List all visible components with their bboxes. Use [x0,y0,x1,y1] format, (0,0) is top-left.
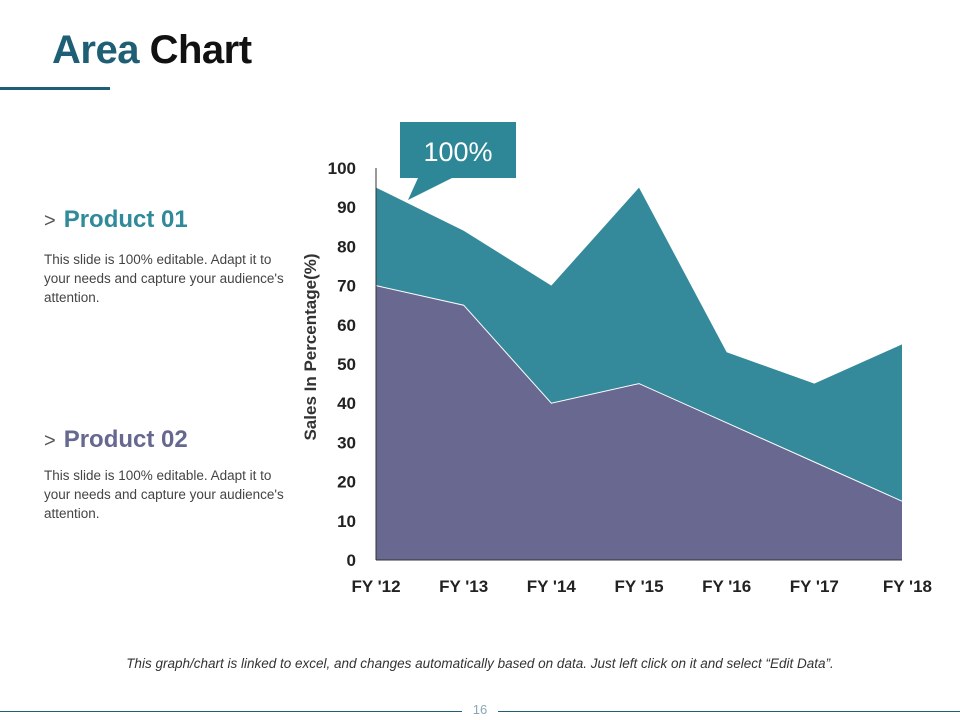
callout-bubble [400,122,516,200]
x-tick-label: FY '17 [790,577,839,596]
series-layer [375,187,903,560]
y-tick-label: 70 [337,277,356,296]
y-tick-label: 20 [337,473,356,492]
x-tick-label: FY '16 [702,577,751,596]
y-tick-label: 90 [337,198,356,217]
product-02-heading: > Product 02 [44,426,188,454]
y-axis-label: Sales In Percentage(%) [301,253,320,440]
callout-text: 100% [423,137,492,167]
product-02-description: This slide is 100% editable. Adapt it to… [44,468,284,521]
y-tick-label: 0 [347,551,356,570]
x-tick-label: FY '15 [614,577,663,596]
x-tick-label: FY '18 [883,577,932,596]
page-title-word-1: Area [52,28,139,72]
product-01-description: This slide is 100% editable. Adapt it to… [44,252,284,305]
x-tick-label: FY '12 [351,577,400,596]
title-underline [0,87,110,90]
footnote: This graph/chart is linked to excel, and… [126,656,834,671]
y-tick-labels: 0 10 20 30 40 50 60 70 80 90 100 [328,159,356,570]
y-tick-label: 30 [337,433,356,452]
page-number: 16 [462,702,498,717]
page-title: Area Chart [52,28,252,73]
product-01-label: Product 01 [63,206,188,233]
y-tick-label: 80 [337,237,356,256]
x-tick-label: FY '14 [527,577,577,596]
chevron-right-icon: > [44,210,56,232]
product-02-label: Product 02 [63,426,188,453]
series-2-edge-line [375,285,903,502]
callout: 100% [400,122,516,200]
y-tick-label: 100 [328,159,356,178]
y-tick-label: 40 [337,394,356,413]
y-tick-label: 10 [337,512,356,531]
y-tick-label: 50 [337,355,356,374]
product-01-heading: > Product 01 [44,206,188,234]
y-tick-label: 60 [337,316,356,335]
x-tick-label: FY '13 [439,577,488,596]
chevron-right-icon: > [44,430,56,452]
area-series-2[interactable] [376,285,902,560]
x-tick-labels: FY '12 FY '13 FY '14 FY '15 FY '16 FY '17 FY '… [351,577,932,596]
page-title-word-2: Chart [149,28,252,72]
